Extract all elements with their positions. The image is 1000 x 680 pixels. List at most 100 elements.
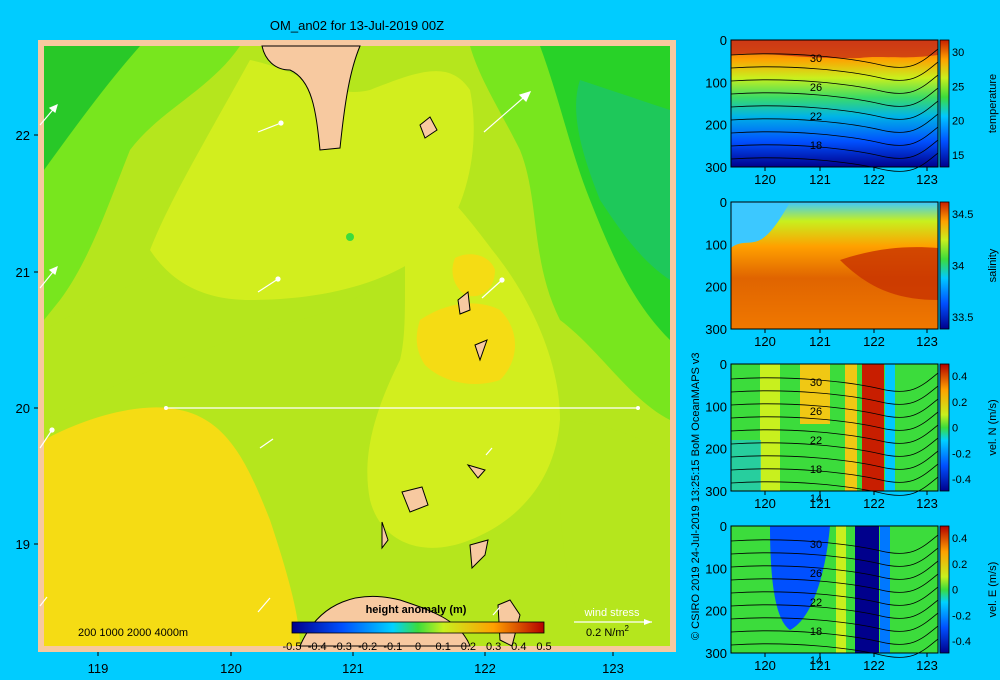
contour-label: 30 [810,53,822,65]
panel-colorbar [939,201,950,330]
panel-lon-tick-label: 122 [863,172,885,187]
contour-label: 26 [810,568,822,580]
lat-tick-label: 19 [16,537,30,552]
anomaly-colorbar [291,621,545,634]
depth-tick-label: 300 [705,322,727,337]
depth-tick-label: 0 [720,357,727,372]
depth-tick-label: 300 [705,646,727,661]
panel-colorbar [939,363,950,492]
lon-tick-label: 123 [602,661,624,676]
panel-lon-tick-label: 120 [754,172,776,187]
panel-colorbar-tick: 0 [952,585,958,597]
depth-legend: 200 1000 2000 4000m [78,627,188,639]
longitude-ticks: 119 120 121 122 123 [88,652,624,676]
panel-colorbar-tick: 0 [952,423,958,435]
panel-lon-tick-label: 121 [809,496,831,511]
contour-label: 26 [810,406,822,418]
map-title: OM_an02 for 13-Jul-2019 00Z [270,18,444,33]
depth-tick-label: 300 [705,160,727,175]
colorbar-tick-label: -0.5 [283,641,302,653]
panel-colorbar-tick: 15 [952,150,964,162]
panel-ylabel: vel. N (m/s) [987,399,999,455]
panel-colorbar [939,39,950,168]
panel-lon-tick-label: 121 [809,172,831,187]
latitude-ticks: 22 21 20 19 [16,128,38,552]
lon-tick-label: 120 [220,661,242,676]
colorbar-tick-label: 0.2 [461,641,476,653]
depth-tick-label: 200 [705,442,727,457]
contour-label: 18 [810,464,822,476]
colorbar-tick-label: -0.1 [383,641,402,653]
panel-colorbar-tick: 0.2 [952,397,967,409]
panel-ylabel: vel. E (m/s) [987,562,999,618]
depth-tick-label: 200 [705,118,727,133]
depth-tick-label: 200 [705,280,727,295]
contour-label: 30 [810,539,822,551]
wind-vectors [39,91,532,616]
panel-colorbar-tick: -0.2 [952,448,971,460]
lat-tick-label: 20 [16,401,30,416]
panel-colorbar-tick: 34 [952,261,964,273]
panel-colorbar-tick: 20 [952,116,964,128]
colorbar-tick-label: 0 [415,641,421,653]
contour-label: 18 [810,140,822,152]
temperature-panel [731,40,938,167]
island [419,116,438,139]
depth-tick-label: 0 [720,33,727,48]
contour-label: 22 [810,597,822,609]
panel-colorbar-tick: 0.4 [952,371,967,383]
depth-tick-label: 100 [705,237,727,252]
colorbar-ticks: -0.5 -0.4 -0.3 -0.2 -0.1 0 0.1 0.2 0.3 0.4 0.5 [283,641,552,653]
colorbar-tick-label: 0.5 [536,641,551,653]
contour-label: 14 [810,493,822,505]
panel-lon-tick-label: 122 [863,334,885,349]
panel-lon-tick-label: 123 [916,496,938,511]
panel-lon-tick-label: 123 [916,172,938,187]
depth-tick-label: 100 [705,399,727,414]
map-panel: 119 120 121 122 123 22 21 20 19 200 1000 2000 4… [16,40,676,676]
panel-ylabel: temperature [987,74,999,133]
contour-label: 22 [810,435,822,447]
panel-ylabel: salinity [987,248,999,282]
velocity-east-panel [731,526,938,653]
depth-tick-label: 100 [705,75,727,90]
taiwan-coast [261,45,361,151]
panel-lon-tick-label: 121 [809,334,831,349]
panel-lon-tick-label: 123 [916,334,938,349]
contour-label: 18 [810,626,822,638]
depth-tick-label: 0 [720,195,727,210]
panel-colorbar-tick: -0.4 [952,474,971,486]
panel-lon-tick-label: 123 [916,658,938,673]
contour-label: 30 [810,377,822,389]
island [474,339,488,362]
wind-stress-label: wind stress [583,607,640,619]
island [466,464,486,479]
panel-colorbar-tick: 34.5 [952,209,973,221]
panel-lon-tick-label: 122 [863,658,885,673]
anomaly-field [44,46,670,646]
lon-tick-label: 122 [474,661,496,676]
panel-lon-tick-label: 120 [754,496,776,511]
panel-lon-tick-label: 120 [754,658,776,673]
panel-colorbar-tick: 0.2 [952,559,967,571]
island [457,291,471,315]
depth-tick-label: 200 [705,604,727,619]
lat-tick-label: 21 [16,265,30,280]
credit-text: © CSIRO 2019 24-Jul-2019 13:25:15 BoM Oc… [690,352,702,640]
colorbar-tick-label: 0.3 [486,641,501,653]
depth-tick-label: 0 [720,519,727,534]
colorbar-tick-label: -0.3 [333,641,352,653]
panel-colorbar-tick: 0.4 [952,533,967,545]
island [401,486,429,513]
island [381,521,389,550]
wind-stress-scale: 0.2 N/m2 [586,624,630,639]
panel-lon-tick-label: 120 [754,334,776,349]
panel-lon-tick-label: 122 [863,496,885,511]
contour-label: 26 [810,82,822,94]
contour-label: 22 [810,111,822,123]
island [469,539,489,570]
lon-tick-label: 119 [88,661,109,676]
colorbar-tick-label: 0.4 [511,641,526,653]
